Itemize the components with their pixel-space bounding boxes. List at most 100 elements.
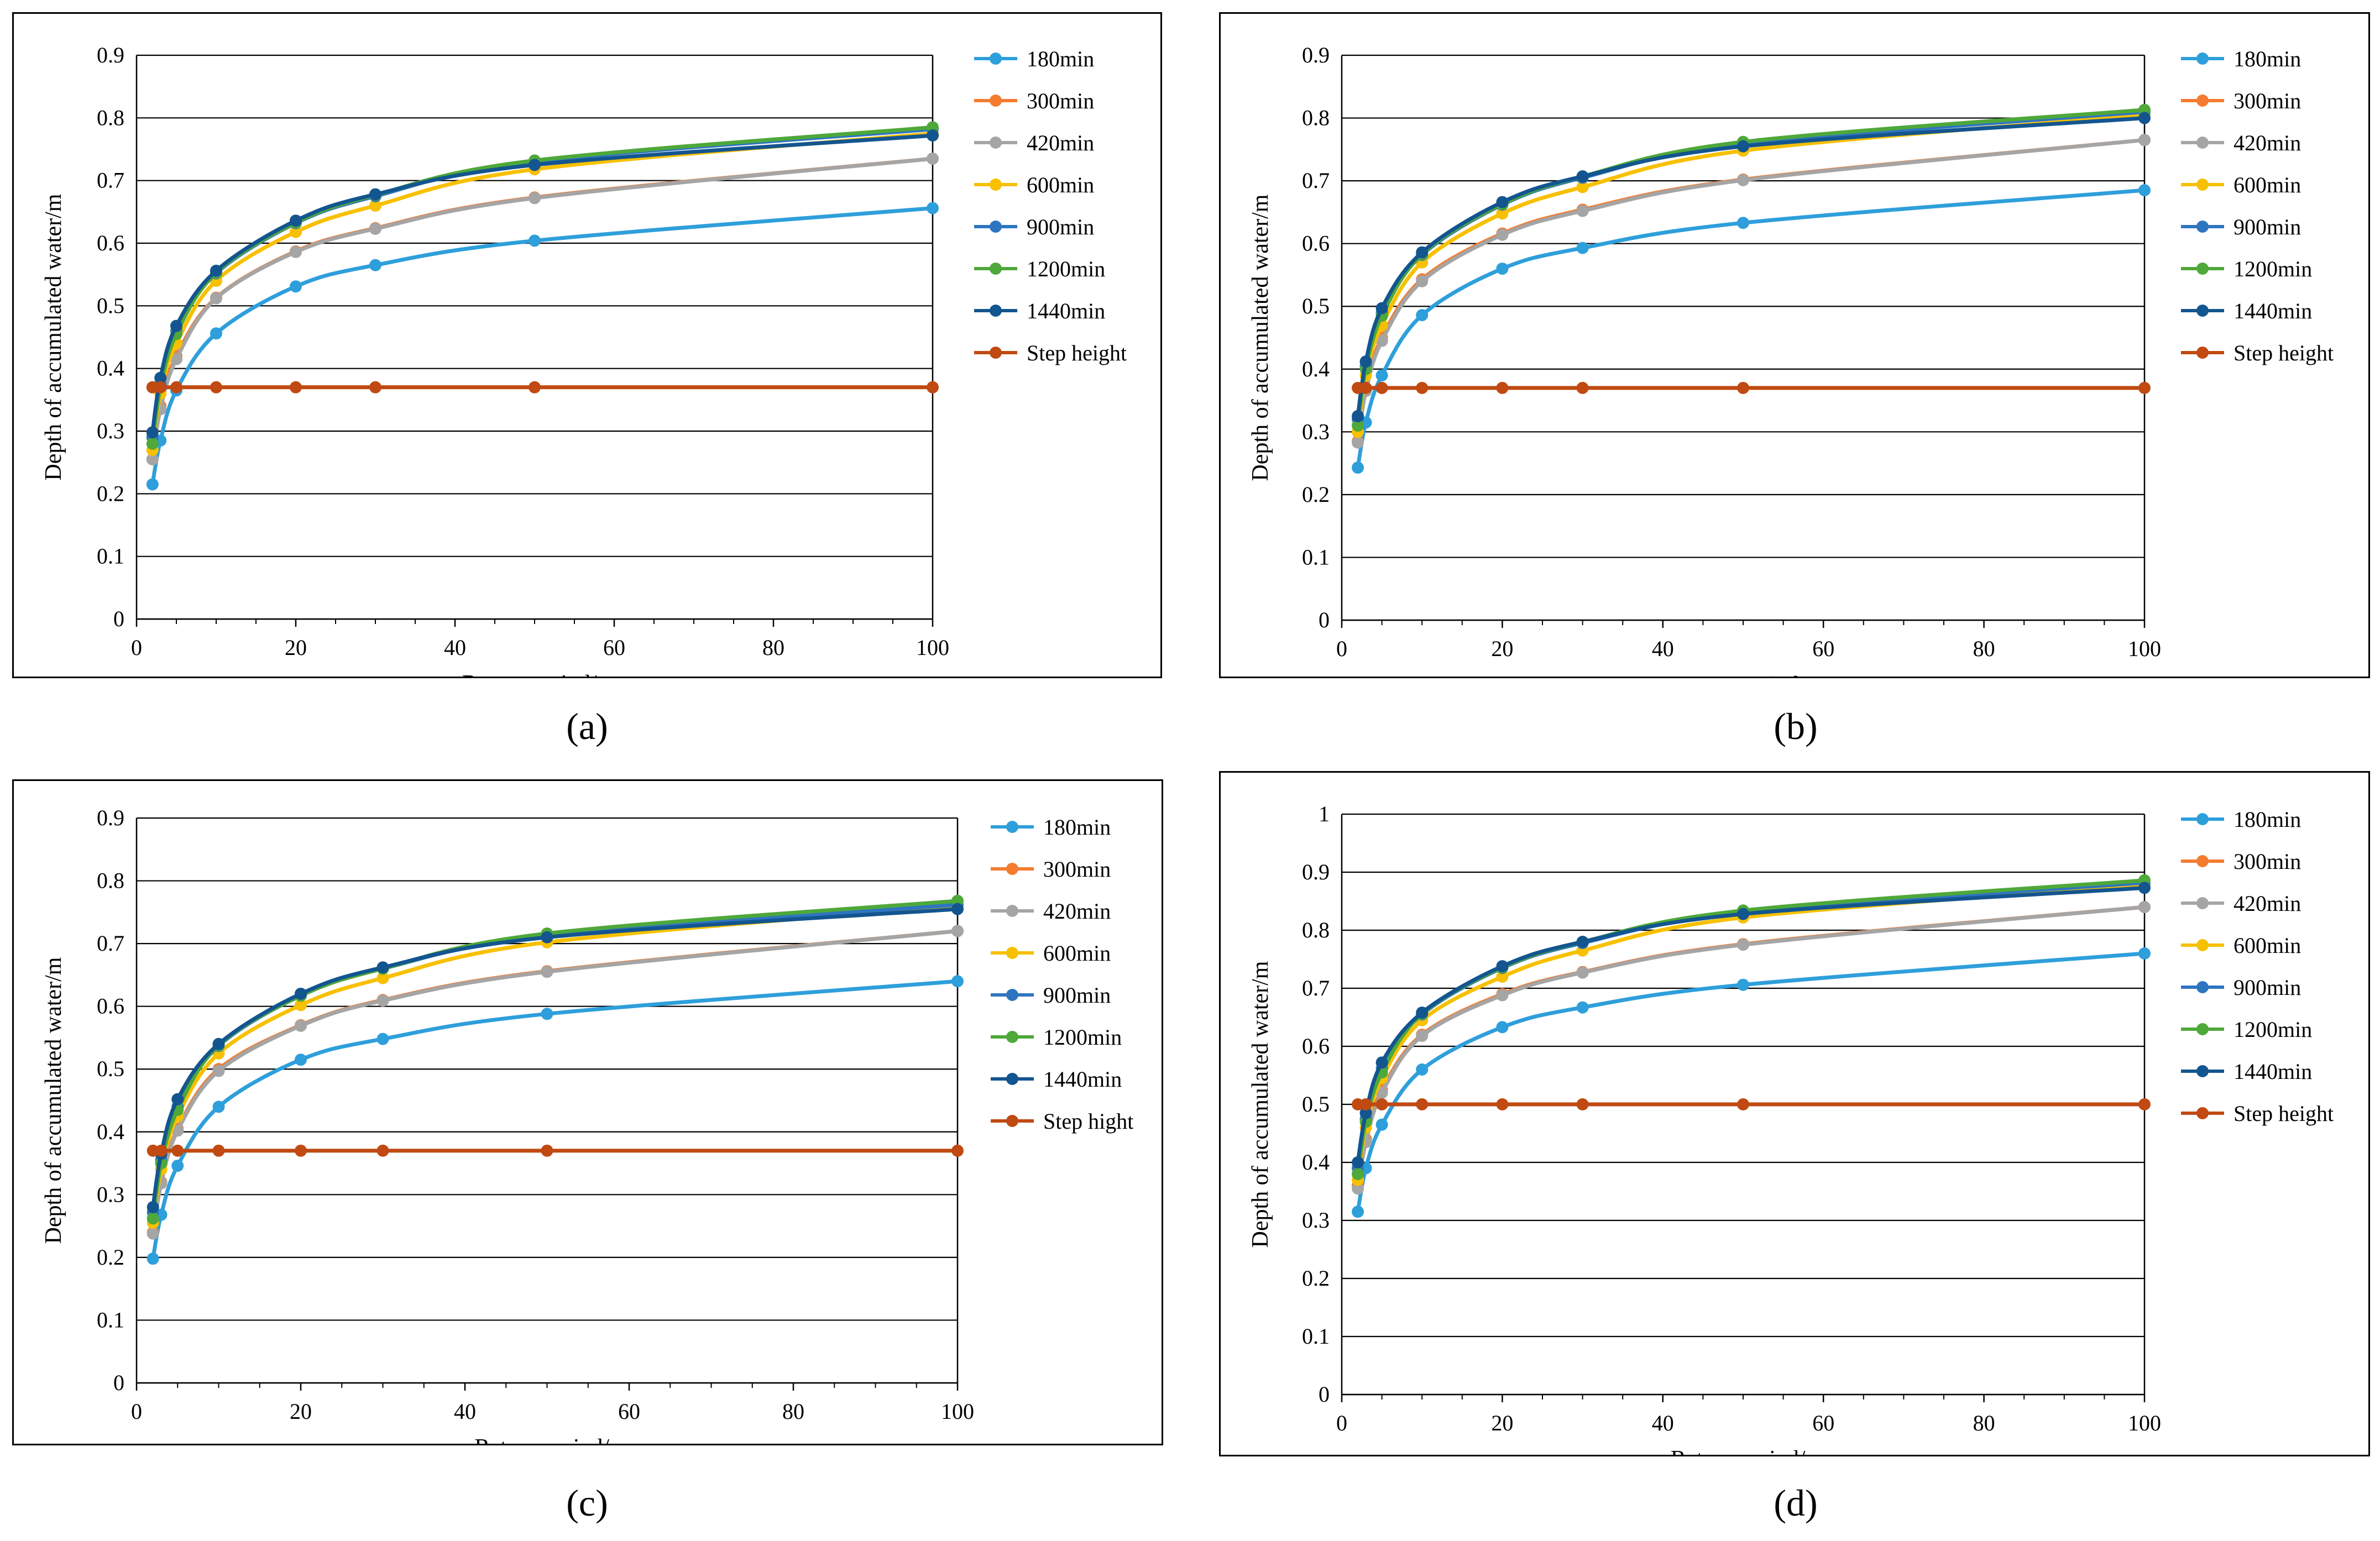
legend-marker-1440min <box>1006 1073 1018 1085</box>
legend-label-180min: 180min <box>2233 46 2301 71</box>
legend-label-step-hight: Step hight <box>1043 1109 1133 1134</box>
y-tick-label: 0.3 <box>1302 419 1330 444</box>
x-tick-label: 80 <box>1973 1411 1995 1435</box>
x-tick-label: 60 <box>603 635 625 660</box>
data-point-1440min <box>1496 960 1509 973</box>
series-line-1440min <box>1356 885 2145 1163</box>
data-point-180min <box>927 202 939 214</box>
y-tick-label: 0.9 <box>97 805 124 830</box>
data-point-1440min <box>210 264 222 277</box>
legend-marker-600min <box>1006 947 1018 959</box>
data-point-420min <box>951 925 964 937</box>
x-tick-label: 0 <box>131 635 142 660</box>
legend-marker-300min <box>2196 95 2209 107</box>
legend-marker-600min <box>2196 179 2209 191</box>
data-point-step-height <box>369 381 381 394</box>
x-tick-label: 40 <box>444 635 466 660</box>
data-point-1200min <box>1352 419 1364 432</box>
x-tick-label: 0 <box>131 1399 142 1424</box>
x-tick-label: 20 <box>290 1399 312 1424</box>
data-point-180min <box>1737 978 1749 991</box>
data-point-420min <box>1576 966 1589 979</box>
legend-label-1200min: 1200min <box>2233 256 2312 281</box>
data-point-420min <box>541 966 553 978</box>
legend-marker-180min <box>2196 813 2209 825</box>
legend-marker-1440min <box>2196 1065 2209 1077</box>
data-point-1440min <box>1375 302 1388 315</box>
data-point-420min <box>1352 436 1364 449</box>
series-line-900min <box>151 903 958 1213</box>
y-tick-label: 0.1 <box>97 544 124 569</box>
y-axis-label: Depth of accumulated water/m <box>41 193 66 480</box>
y-tick-label: 0.7 <box>1302 976 1330 1000</box>
data-point-1440min <box>541 931 553 944</box>
data-point-420min <box>210 292 222 305</box>
series-line-180min <box>1356 951 2145 1212</box>
series-1200min <box>1352 874 2151 1180</box>
legend-marker-1200min <box>990 263 1002 275</box>
legend-marker-180min <box>990 53 1002 65</box>
y-tick-label: 0 <box>113 606 124 631</box>
series-line-1440min <box>1356 116 2145 417</box>
data-point-step-height <box>2138 1098 2151 1110</box>
data-point-420min <box>1496 228 1509 241</box>
legend-marker-300min <box>2196 855 2209 867</box>
data-point-step-height <box>1359 381 1372 394</box>
caption-c: (c) <box>566 1482 608 1524</box>
data-point-step-height <box>927 381 939 394</box>
data-point-1440min <box>1496 196 1509 208</box>
data-point-420min <box>212 1065 225 1077</box>
series-420min <box>146 153 939 465</box>
x-tick-label: 80 <box>1973 636 1995 661</box>
series-1200min <box>1352 103 2151 432</box>
data-point-180min <box>1352 462 1364 474</box>
data-point-step-height <box>1737 1098 1749 1110</box>
data-point-1440min <box>927 129 939 142</box>
legend-marker-step-height <box>2196 1107 2209 1119</box>
data-point-step-hight <box>155 1144 168 1157</box>
y-tick-label: 0.6 <box>97 230 124 255</box>
data-point-600min <box>1496 971 1509 983</box>
y-tick-label: 0.2 <box>1302 1266 1330 1291</box>
data-point-180min <box>147 1252 159 1265</box>
data-point-1200min <box>146 437 159 450</box>
y-tick-label: 0.2 <box>97 1245 124 1270</box>
data-point-1440min <box>295 987 307 1000</box>
y-tick-label: 0.5 <box>97 293 124 318</box>
data-point-step-height <box>290 381 302 394</box>
data-point-step-height <box>1496 381 1509 394</box>
y-tick-label: 0 <box>113 1370 124 1395</box>
series-180min <box>147 975 964 1265</box>
y-tick-label: 0.7 <box>97 931 124 956</box>
y-tick-label: 0.2 <box>1302 482 1330 507</box>
legend-marker-900min <box>1006 989 1018 1001</box>
y-tick-label: 0.7 <box>1302 168 1330 193</box>
legend-marker-420min <box>2196 897 2209 909</box>
data-point-420min <box>369 222 381 235</box>
data-point-180min <box>1737 217 1749 229</box>
y-tick-label: 0.7 <box>97 168 124 193</box>
data-point-180min <box>376 1032 389 1045</box>
legend-label-1200min: 1200min <box>2233 1017 2312 1042</box>
series-line-300min <box>151 929 958 1233</box>
y-tick-label: 0.9 <box>97 43 124 67</box>
data-point-180min <box>1375 1118 1388 1131</box>
data-point-step-hight <box>171 1144 184 1157</box>
legend-marker-600min <box>990 179 1002 191</box>
series-line-420min <box>1356 905 2145 1189</box>
data-point-1440min <box>951 903 964 915</box>
data-point-600min <box>290 226 302 238</box>
data-point-step-height <box>170 381 182 394</box>
y-tick-label: 0.3 <box>97 1182 124 1207</box>
data-point-180min <box>369 259 381 271</box>
data-point-180min <box>1416 309 1429 322</box>
y-tick-label: 1 <box>1319 801 1330 826</box>
x-axis-label: Return period/a <box>1671 1446 1816 1456</box>
data-point-600min <box>295 999 307 1011</box>
y-tick-label: 0.6 <box>1302 1034 1330 1058</box>
legend-marker-step-height <box>2196 347 2209 359</box>
data-point-step-height <box>2138 381 2151 394</box>
y-tick-label: 0 <box>1319 607 1330 632</box>
caption-a: (a) <box>566 705 608 747</box>
series-line-1200min <box>150 125 933 444</box>
